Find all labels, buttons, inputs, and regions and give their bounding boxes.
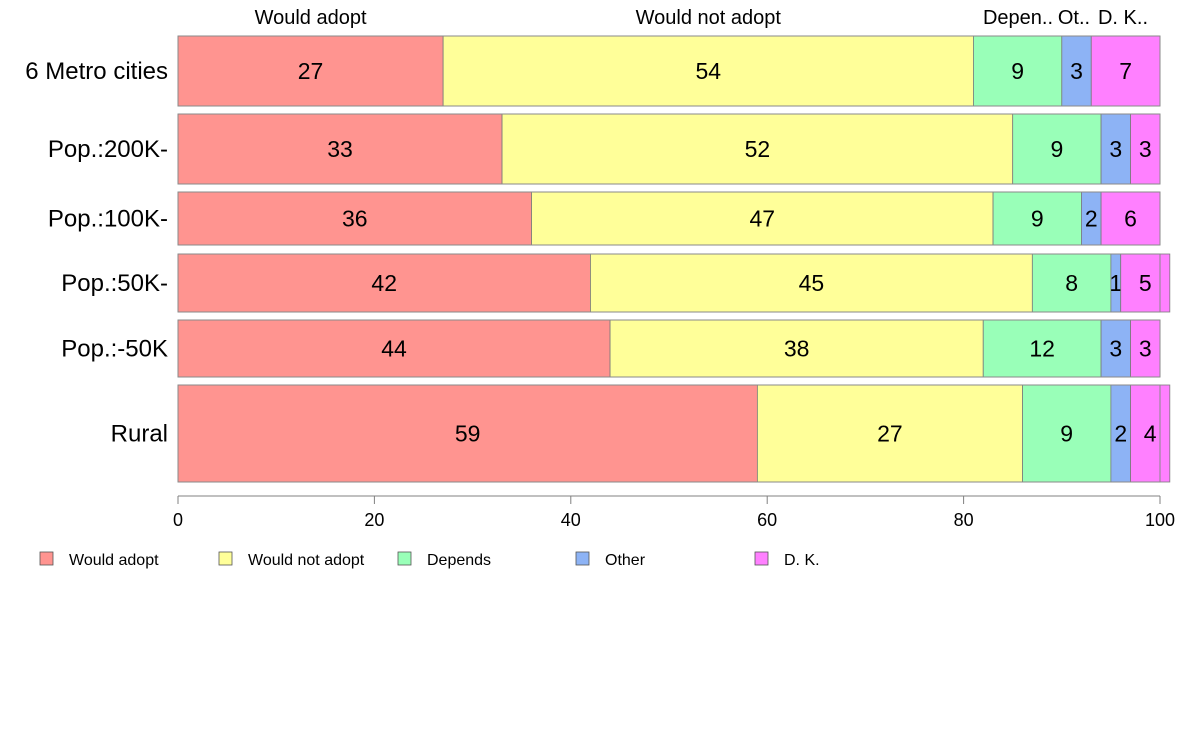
bar-outline <box>177 319 1161 378</box>
data-label: 6 <box>1124 206 1137 232</box>
legend-label: Would not adopt <box>248 552 365 569</box>
data-label: 4 <box>1144 421 1157 447</box>
x-tick-label: 100 <box>1145 510 1175 530</box>
column-header: Would adopt <box>255 7 367 29</box>
legend-swatch <box>39 551 54 566</box>
data-label: 7 <box>1119 58 1132 84</box>
bar-segment <box>1100 113 1131 185</box>
bar-segment <box>1120 253 1171 313</box>
data-label: 8 <box>1065 270 1078 296</box>
category-label: Pop.:50K- <box>61 270 168 297</box>
bar-segment <box>177 384 758 483</box>
bar-segment <box>992 191 1082 246</box>
legend-swatch <box>575 551 590 566</box>
bar-segment <box>177 191 532 246</box>
column-header: Would not adopt <box>636 7 782 29</box>
data-label: 59 <box>455 421 481 447</box>
bar-outline <box>177 35 1161 107</box>
bar-segment <box>177 35 444 107</box>
bar-segment <box>1012 113 1102 185</box>
data-label: 3 <box>1139 336 1152 362</box>
bar-outline <box>177 253 1161 313</box>
category-label: Pop.:200K- <box>48 136 168 163</box>
data-label: 3 <box>1070 58 1083 84</box>
bar-outline <box>177 191 1161 246</box>
bar-segment <box>1031 253 1112 313</box>
data-label: 9 <box>1031 206 1044 232</box>
data-label: 2 <box>1085 206 1098 232</box>
legend-swatch <box>218 551 233 566</box>
category-label: 6 Metro cities <box>25 58 168 85</box>
column-header: D. K.. <box>1098 7 1148 29</box>
data-label: 27 <box>298 58 324 84</box>
data-label: 36 <box>342 206 368 232</box>
bar-segment <box>177 253 591 313</box>
data-label: 47 <box>749 206 775 232</box>
data-label: 2 <box>1114 421 1127 447</box>
bar-segment <box>442 35 974 107</box>
legend-swatch <box>397 551 412 566</box>
data-label: 9 <box>1050 136 1063 162</box>
data-label: 12 <box>1029 336 1055 362</box>
bar-segment <box>590 253 1033 313</box>
bar-segment <box>1100 191 1161 246</box>
bar-segment <box>1130 384 1171 483</box>
legend-swatch <box>754 551 769 566</box>
data-label: 3 <box>1139 136 1152 162</box>
bar-segment <box>177 319 611 378</box>
column-header: Ot.. <box>1058 7 1090 29</box>
bar-segment <box>177 113 503 185</box>
x-tick-label: 80 <box>954 510 974 530</box>
data-label: 27 <box>877 421 903 447</box>
data-label: 3 <box>1109 336 1122 362</box>
legend-label: Other <box>605 552 646 569</box>
data-label: 42 <box>371 270 397 296</box>
category-label: Rural <box>111 421 168 448</box>
data-label: 44 <box>381 336 407 362</box>
data-label: 9 <box>1011 58 1024 84</box>
data-label: 54 <box>695 58 721 84</box>
data-label: 3 <box>1109 136 1122 162</box>
column-header: Depen.. <box>983 7 1053 29</box>
legend-label: Depends <box>427 552 491 569</box>
bar-outline <box>177 384 1161 483</box>
bar-segment <box>982 319 1102 378</box>
data-label: 5 <box>1139 270 1152 296</box>
bar-segment <box>501 113 1014 185</box>
data-label: 1 <box>1109 270 1122 296</box>
bar-outline <box>177 113 1161 185</box>
data-label: 38 <box>784 336 810 362</box>
bar-segment <box>609 319 984 378</box>
x-tick-label: 0 <box>173 510 183 530</box>
bar-segment <box>1090 35 1161 107</box>
category-label: Pop.:-50K <box>61 336 168 363</box>
category-label: Pop.:100K- <box>48 206 168 233</box>
x-tick-label: 60 <box>757 510 777 530</box>
data-label: 33 <box>327 136 353 162</box>
data-label: 45 <box>799 270 825 296</box>
data-label: 9 <box>1060 421 1073 447</box>
legend-label: Would adopt <box>69 552 159 569</box>
x-tick-label: 20 <box>364 510 384 530</box>
legend-label: D. K. <box>784 552 820 569</box>
data-label: 52 <box>745 136 771 162</box>
bar-segment <box>531 191 994 246</box>
x-tick-label: 40 <box>561 510 581 530</box>
